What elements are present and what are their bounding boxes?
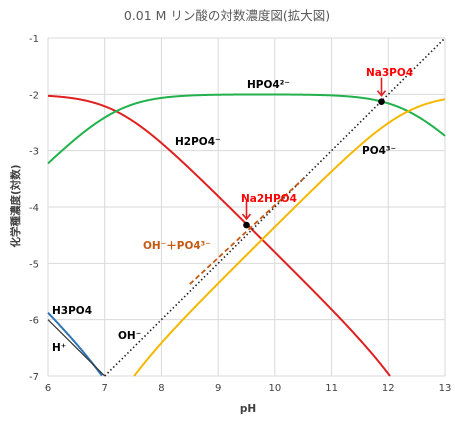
chart-title: 0.01 M リン酸の対数濃度図(拡大図)	[124, 8, 330, 23]
x-tick-label: 13	[439, 383, 452, 394]
x-tick-label: 8	[158, 383, 164, 394]
y-tick-label: -4	[29, 203, 39, 214]
x-axis-title: pH	[240, 403, 256, 415]
label-oh-plus-po4: OH⁻＋PO4³⁻	[143, 240, 211, 252]
x-tick-label: 11	[325, 383, 338, 394]
label-hpo4: HPO4²⁻	[247, 79, 290, 91]
y-tick-label: -2	[29, 90, 39, 101]
x-tick-label: 6	[45, 383, 51, 394]
oh-po4-dashed-line	[189, 178, 304, 285]
label-h3po4: H3PO4	[52, 305, 92, 317]
x-tick-label: 10	[268, 383, 281, 394]
tick-labels: 6 7 8 9 10 11 12 13 -1 -2 -3 -4 -5 -6 -7	[29, 34, 451, 394]
series-h2po4	[47, 94, 391, 377]
label-hplus: H⁺	[52, 342, 66, 354]
label-oh: OH⁻	[118, 330, 141, 342]
x-tick-label: 9	[215, 383, 221, 394]
arrowhead-na2hpo4	[241, 213, 252, 221]
series-po4	[133, 98, 446, 377]
arrowhead-na3po4	[376, 90, 387, 97]
y-tick-label: -7	[29, 372, 39, 383]
label-na3po4: Na3PO4	[366, 67, 413, 79]
series-hplus	[47, 319, 106, 377]
y-tick-label: -3	[29, 147, 39, 158]
label-h2po4: H2PO4⁻	[175, 136, 221, 148]
x-tick-label: 7	[102, 383, 108, 394]
point-na3po4	[378, 98, 385, 105]
y-tick-label: -1	[29, 34, 39, 45]
y-tick-label: -6	[29, 316, 39, 327]
label-na2hpo4: Na2HPO4	[241, 193, 297, 205]
point-na2hpo4	[243, 221, 250, 229]
y-axis-title: 化学種濃度(対数)	[9, 164, 22, 247]
label-po4: PO4³⁻	[362, 145, 396, 157]
annotations-group	[189, 77, 387, 285]
y-tick-label: -5	[29, 259, 39, 270]
x-tick-label: 12	[382, 383, 395, 394]
grid-lines	[47, 37, 446, 377]
